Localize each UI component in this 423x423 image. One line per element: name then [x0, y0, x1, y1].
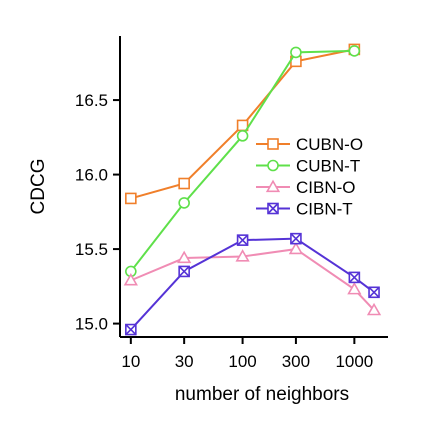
- legend-item-cibn-o: CIBN-O: [256, 178, 356, 197]
- x-axis-label: number of neighbors: [175, 384, 349, 405]
- triangle-marker: [347, 281, 362, 295]
- series-cubn-t: [125, 45, 361, 278]
- legend-item-cubn-o: CUBN-O: [256, 135, 363, 154]
- data-point: [290, 232, 302, 245]
- data-point: [125, 192, 137, 205]
- data-point: [236, 130, 249, 142]
- x-tick-label: 1000: [335, 352, 373, 371]
- data-point: [368, 286, 380, 299]
- series-line: [130, 248, 375, 311]
- legend-item-cubn-t: CUBN-T: [256, 157, 360, 176]
- y-axis-label: CDCG: [28, 159, 49, 215]
- data-point: [348, 271, 361, 284]
- box-x-marker-cross: [267, 202, 279, 215]
- box-x-marker-cross: [178, 265, 190, 278]
- data-point: [177, 250, 192, 264]
- triangle-marker: [288, 241, 304, 255]
- circle-marker: [236, 130, 249, 142]
- series-cibn-t: [125, 232, 380, 336]
- square-marker: [178, 177, 190, 190]
- data-point: [366, 302, 382, 316]
- square-marker: [125, 192, 137, 205]
- y-tick-label: 16.5: [75, 91, 108, 110]
- series-cibn-o: [123, 241, 382, 316]
- data-point: [123, 273, 138, 286]
- data-point: [347, 281, 362, 295]
- x-tick-label: 10: [121, 352, 140, 371]
- axes: [119, 36, 388, 338]
- legend-label: CIBN-T: [296, 200, 353, 219]
- box-x-marker-cross: [290, 233, 302, 245]
- legend-label: CUBN-O: [296, 135, 363, 154]
- data-point: [178, 177, 190, 190]
- y-tick-label: 15.0: [75, 315, 108, 334]
- data-point: [178, 265, 190, 278]
- legend-label: CUBN-T: [296, 157, 360, 176]
- triangle-marker: [235, 249, 250, 262]
- ticks: 15.0 15.5 16.0 16.5 10 30 100 300 1000: [75, 91, 373, 371]
- data-point: [178, 197, 190, 209]
- box-x-marker-cross: [237, 234, 249, 246]
- legend-label: CIBN-O: [296, 178, 356, 197]
- circle-marker: [178, 197, 190, 209]
- triangle-marker: [123, 273, 138, 286]
- data-point: [290, 46, 302, 59]
- triangle-marker: [177, 250, 192, 264]
- legend: CUBN-O CUBN-T CIBN-O CIBN-T: [256, 135, 363, 219]
- circle-marker: [290, 46, 302, 59]
- square-marker: [267, 138, 279, 150]
- data-point: [235, 249, 250, 262]
- data-point: [348, 45, 361, 57]
- series-layer: [123, 43, 382, 336]
- data-point: [125, 323, 137, 336]
- triangle-marker: [265, 179, 281, 193]
- x-tick-label: 300: [282, 352, 310, 371]
- x-tick-label: 30: [175, 352, 194, 371]
- data-point: [236, 234, 249, 246]
- box-x-marker-cross: [125, 323, 137, 336]
- circle-marker: [267, 159, 279, 172]
- y-tick-label: 16.0: [75, 166, 108, 185]
- triangle-marker: [366, 302, 382, 316]
- data-point: [288, 241, 304, 255]
- legend-item-cibn-t: CIBN-T: [256, 200, 353, 219]
- box-x-marker-cross: [348, 271, 360, 283]
- series-line: [130, 237, 375, 331]
- box-x-marker-cross: [368, 286, 380, 298]
- circle-marker: [348, 45, 361, 57]
- y-tick-label: 15.5: [75, 240, 108, 259]
- x-tick-label: 100: [228, 352, 256, 371]
